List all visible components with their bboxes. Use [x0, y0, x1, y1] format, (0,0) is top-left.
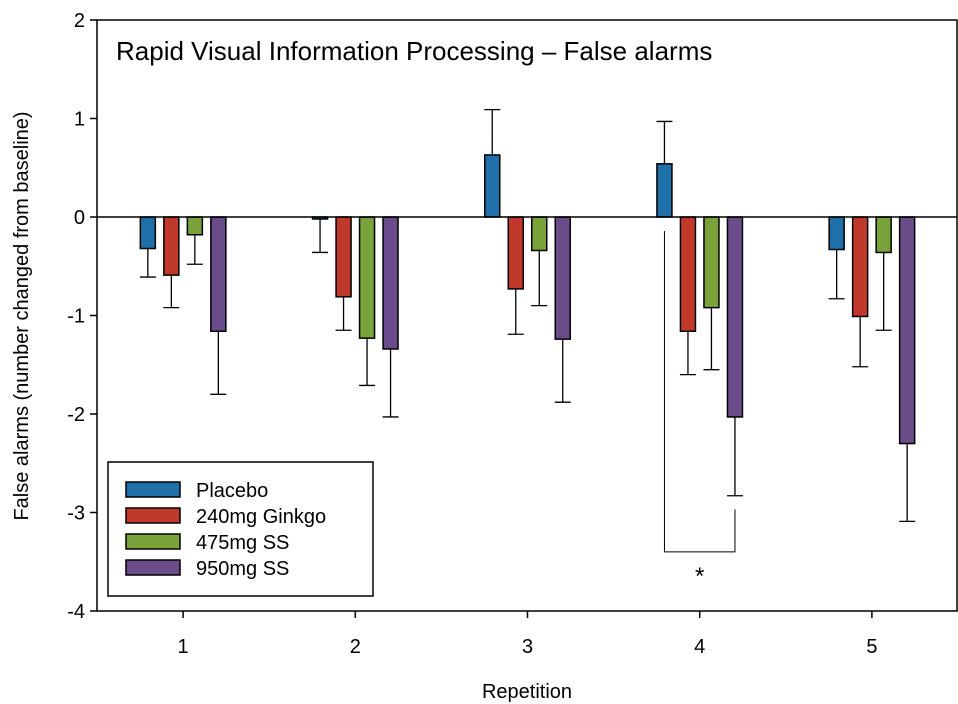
x-tick-label: 1 [178, 636, 189, 658]
y-tick-label: -2 [67, 404, 85, 426]
chart-title: Rapid Visual Information Processing – Fa… [116, 36, 712, 66]
bar [484, 154, 501, 218]
x-tick-label: 3 [522, 636, 533, 658]
legend-swatch [125, 559, 181, 576]
bar [875, 216, 892, 254]
bar [703, 216, 720, 309]
bar [898, 216, 916, 445]
bar [554, 216, 571, 340]
significance-star: * [695, 563, 704, 590]
y-tick-label: 1 [74, 109, 85, 131]
significance-annotation: * [663, 231, 736, 590]
bar [828, 216, 845, 251]
y-axis-label: False alarms (number changed from baseli… [11, 111, 33, 520]
bar [210, 216, 227, 333]
y-tick-label: -4 [67, 601, 85, 623]
error-bars [139, 108, 916, 523]
bar [726, 216, 744, 418]
x-axis-label: Repetition [482, 681, 572, 703]
bars [139, 154, 916, 445]
legend-swatch [125, 507, 181, 524]
significance-bracket [663, 231, 736, 553]
bar [163, 216, 180, 276]
bar [358, 216, 376, 339]
y-tick-label: 0 [74, 207, 85, 229]
legend-swatch [125, 481, 181, 498]
legend-label: 475mg SS [196, 532, 289, 554]
legend-label: Placebo [196, 480, 268, 502]
bar [656, 163, 673, 218]
bar [679, 216, 697, 333]
bar [335, 216, 352, 298]
bar [507, 216, 524, 290]
bar [139, 216, 157, 250]
bar [186, 216, 204, 236]
legend: Placebo 240mg Ginkgo 475mg SS 950mg SS [107, 461, 374, 597]
x-tick-label: 4 [694, 636, 705, 658]
ticks: 2 1 0 -1 -2 -3 -4 1 2 3 4 5 [67, 10, 877, 658]
bar [851, 216, 869, 318]
bar [382, 216, 399, 350]
legend-label: 950mg SS [196, 558, 289, 580]
y-tick-label: 2 [74, 10, 85, 32]
x-tick-label: 2 [350, 636, 361, 658]
x-tick-label: 5 [866, 636, 877, 658]
y-tick-label: -3 [67, 503, 85, 525]
legend-swatch [125, 533, 181, 550]
legend-label: 240mg Ginkgo [196, 506, 326, 528]
bar [531, 216, 548, 252]
y-tick-label: -1 [67, 306, 85, 328]
